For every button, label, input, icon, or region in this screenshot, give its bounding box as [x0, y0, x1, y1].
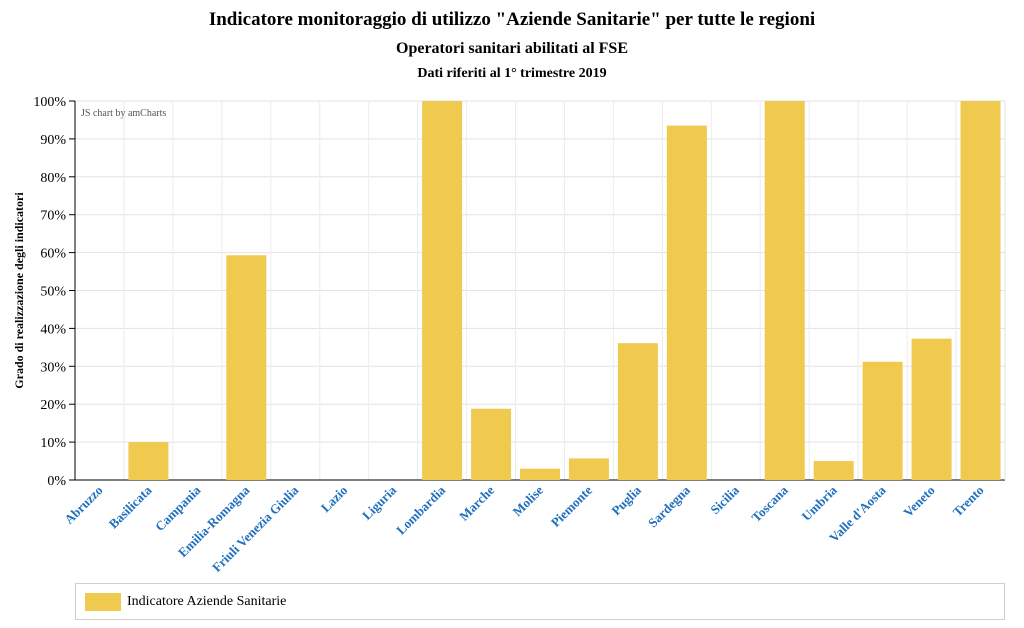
- x-category-label: Veneto: [900, 483, 937, 520]
- y-tick-label: 80%: [40, 171, 66, 186]
- x-category-label: Abruzzo: [61, 483, 105, 527]
- x-category-label: Campania: [152, 482, 204, 534]
- bar-molise: [520, 468, 560, 480]
- chart-legend[interactable]: Indicatore Aziende Sanitarie: [75, 583, 1005, 620]
- x-category-label: Umbria: [799, 482, 841, 524]
- chart-title: Indicatore monitoraggio di utilizzo "Azi…: [208, 9, 816, 30]
- bar-umbria: [813, 461, 854, 480]
- bar-basilicata: [128, 442, 169, 480]
- y-tick-label: 50%: [40, 285, 66, 300]
- x-category-label: Friuli Venezia Giulia: [209, 482, 302, 575]
- chart-credit: JS chart by amCharts: [81, 108, 166, 119]
- x-category-label: Sicilia: [707, 482, 742, 517]
- y-tick-label: 20%: [40, 398, 66, 413]
- bar-emilia-romagna: [226, 255, 267, 480]
- bar-marche: [471, 408, 512, 480]
- chart-note: Dati riferiti al 1° trimestre 2019: [417, 66, 607, 81]
- x-category-label: Lombardia: [393, 482, 448, 537]
- bar-veneto: [911, 338, 952, 480]
- bar-valle-d-aosta: [862, 361, 903, 480]
- x-category-label: Piemonte: [548, 482, 596, 530]
- y-tick-label: 100%: [33, 95, 66, 110]
- y-tick-label: 40%: [40, 322, 66, 337]
- y-axis-title: Grado di realizzazione degli indicatori: [12, 192, 26, 389]
- x-category-label: Puglia: [608, 482, 644, 518]
- y-tick-label: 90%: [40, 133, 66, 148]
- x-category-label: Molise: [509, 482, 546, 519]
- legend-label: Indicatore Aziende Sanitarie: [127, 594, 287, 609]
- y-tick-label: 10%: [40, 436, 66, 451]
- y-tick-label: 0%: [47, 474, 66, 489]
- chart-subtitle: Operatori sanitari abilitati al FSE: [396, 40, 628, 57]
- x-category-label: Toscana: [748, 482, 791, 525]
- legend-swatch: [85, 593, 121, 611]
- x-category-label: Lazio: [318, 483, 351, 516]
- x-category-label: Trento: [950, 483, 987, 520]
- bar-lombardia: [422, 101, 463, 480]
- bar-puglia: [617, 343, 658, 480]
- x-category-label: Basilicata: [106, 482, 155, 531]
- bar-trento: [960, 101, 1001, 480]
- x-category-label: Marche: [456, 482, 497, 523]
- y-tick-label: 30%: [40, 360, 66, 375]
- bar-sardegna: [666, 125, 707, 480]
- y-tick-label: 70%: [40, 209, 66, 224]
- y-tick-label: 60%: [40, 247, 66, 262]
- bar-piemonte: [568, 458, 609, 480]
- x-category-label: Sardegna: [645, 482, 693, 530]
- bar-toscana: [764, 101, 805, 480]
- x-category-label: Liguria: [359, 482, 400, 523]
